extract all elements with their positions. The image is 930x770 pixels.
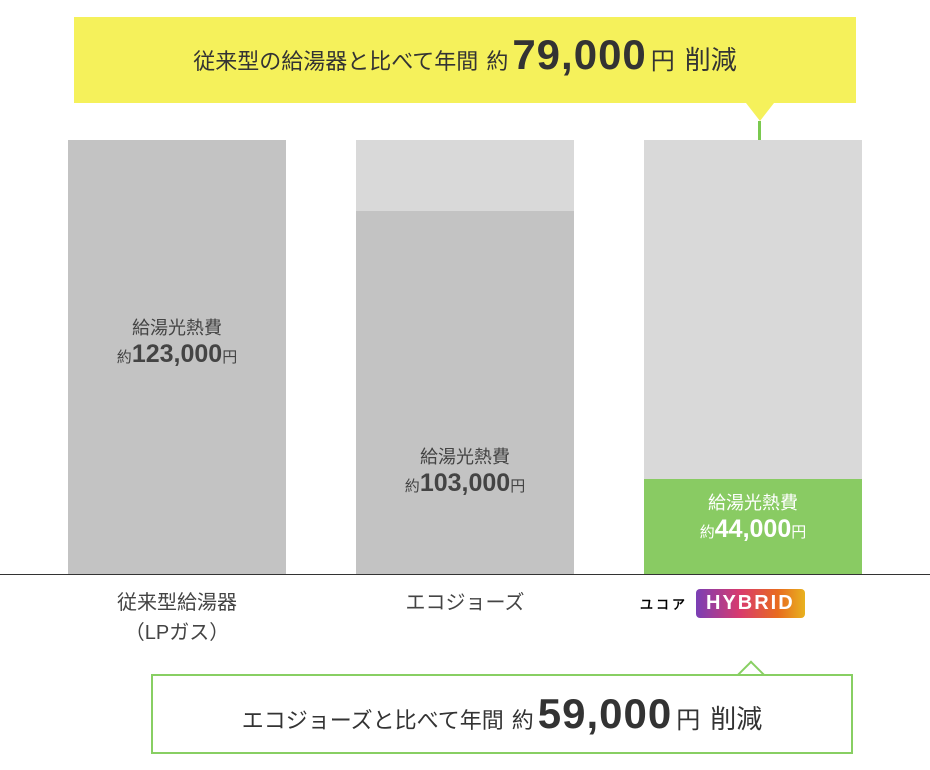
unit: 円 — [222, 349, 237, 366]
brand-yucoa: ユコア — [640, 594, 688, 613]
callout-unit: 円 — [651, 41, 675, 76]
savings-callout-vs-conventional: 従来型の給湯器と比べて年間 約 79,000 円 削減 — [74, 17, 856, 103]
callout-pointer-icon — [746, 103, 774, 121]
xlabel-line2: （LPガス） — [125, 622, 229, 644]
bar-conventional: 給湯光熱費 約123,000円 — [68, 140, 286, 574]
xlabel-line1: エコジョーズ — [406, 592, 525, 614]
bar-value-label: 給湯光熱費 約103,000円 — [356, 443, 574, 498]
bar-hybrid: 給湯光熱費 約44,000円 — [644, 140, 862, 574]
baseline — [0, 574, 930, 575]
xlabel-hybrid-brand: ユコア HYBRID — [640, 589, 805, 618]
bar-value-label: 給湯光熱費 約44,000円 — [644, 489, 862, 544]
bar-fill — [356, 211, 574, 574]
callout-tail: 削減 — [710, 699, 762, 736]
approx: 約 — [700, 524, 715, 541]
bar-ecojozu: 給湯光熱費 約103,000円 — [356, 140, 574, 574]
cost-title: 給湯光熱費 — [644, 489, 862, 515]
callout-approx: 約 — [486, 44, 508, 76]
approx: 約 — [405, 478, 420, 495]
cost-value: 103,000 — [420, 469, 510, 497]
unit: 円 — [791, 524, 806, 541]
callout-approx: 約 — [512, 703, 534, 735]
callout-lead: 従来型の給湯器と比べて年間 — [193, 44, 478, 76]
savings-callout-vs-ecojozu: エコジョーズと比べて年間 約 59,000 円 削減 — [151, 674, 853, 754]
cost-title: 給湯光熱費 — [68, 314, 286, 340]
callout-amount: 59,000 — [538, 690, 672, 738]
xlabel-line1: 従来型給湯器 — [117, 592, 237, 614]
cost-comparison-chart: 従来型の給湯器と比べて年間 約 79,000 円 削減 給湯光熱費 約123,0… — [0, 0, 930, 770]
callout-lead: エコジョーズと比べて年間 — [242, 703, 504, 735]
callout-unit: 円 — [676, 700, 700, 735]
approx: 約 — [117, 349, 132, 366]
bar-value-label: 給湯光熱費 約123,000円 — [68, 314, 286, 369]
brand-hybrid-badge: HYBRID — [696, 589, 805, 618]
callout-tail: 削減 — [685, 40, 737, 77]
xlabel-conventional: 従来型給湯器 （LPガス） — [58, 588, 296, 648]
xlabel-ecojozu: エコジョーズ — [346, 588, 584, 618]
cost-value: 44,000 — [715, 515, 791, 543]
cost-title: 給湯光熱費 — [356, 443, 574, 469]
unit: 円 — [510, 478, 525, 495]
cost-value: 123,000 — [132, 340, 222, 368]
callout-amount: 79,000 — [512, 31, 646, 79]
